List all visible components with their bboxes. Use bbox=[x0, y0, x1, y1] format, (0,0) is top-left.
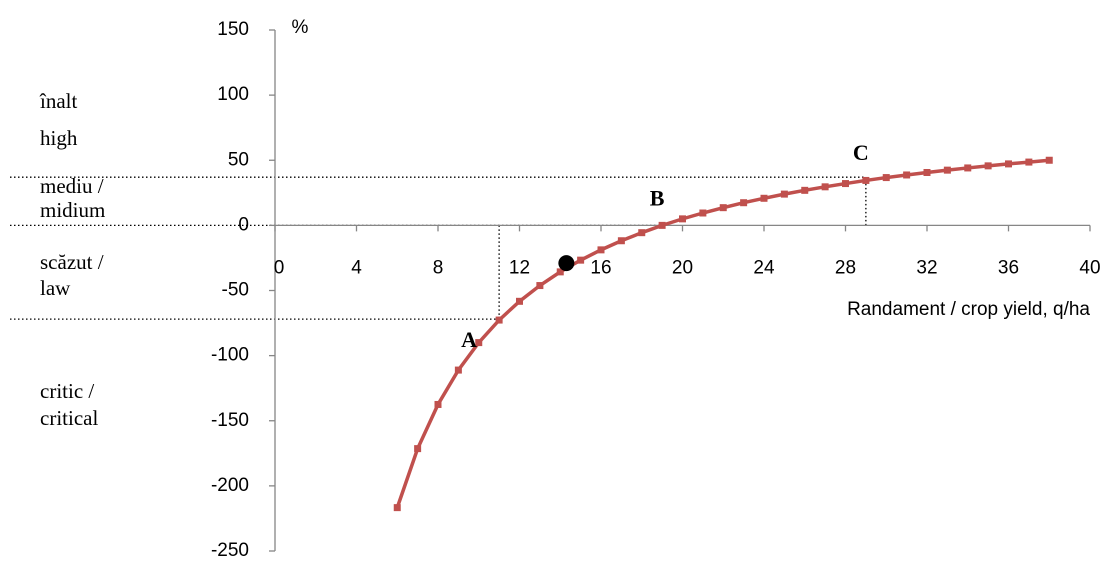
x-tick-label: 12 bbox=[509, 257, 530, 278]
series-marker bbox=[434, 400, 442, 408]
x-tick-label: 40 bbox=[1079, 257, 1100, 278]
y-axis-label: % bbox=[292, 17, 309, 38]
x-tick-label: 36 bbox=[998, 257, 1019, 278]
point-label: B bbox=[650, 185, 665, 210]
y-tick-label: -150 bbox=[211, 410, 249, 431]
series-marker bbox=[638, 229, 646, 237]
series-marker bbox=[842, 180, 849, 188]
zone-label: scăzut / bbox=[40, 250, 104, 274]
x-tick-label: 16 bbox=[590, 257, 611, 278]
x-axis-label: Randament / crop yield, q/ha bbox=[847, 299, 1090, 320]
zone-label: high bbox=[40, 126, 78, 150]
series-marker bbox=[679, 215, 686, 223]
x-tick-label: 32 bbox=[916, 257, 937, 278]
series-marker bbox=[1045, 156, 1053, 164]
point-label: C bbox=[853, 140, 869, 165]
series-marker bbox=[984, 162, 992, 170]
series-marker bbox=[454, 366, 462, 374]
zone-label: critical bbox=[40, 406, 98, 430]
series-marker bbox=[556, 268, 564, 276]
series-marker bbox=[964, 164, 972, 172]
zone-label: law bbox=[40, 276, 71, 300]
series-marker bbox=[903, 171, 911, 179]
zone-label: mediu / bbox=[40, 174, 104, 198]
series-marker bbox=[882, 174, 890, 182]
x-tick-label: 8 bbox=[433, 257, 444, 278]
series-marker bbox=[740, 199, 748, 207]
series-marker bbox=[801, 186, 809, 194]
x-tick-label: 24 bbox=[753, 257, 775, 278]
series-marker bbox=[617, 237, 625, 245]
series-marker bbox=[923, 168, 931, 176]
series-marker bbox=[760, 194, 768, 202]
y-tick-label: -250 bbox=[211, 540, 249, 561]
series-marker bbox=[719, 204, 727, 212]
series-marker bbox=[821, 183, 829, 191]
series-marker bbox=[393, 504, 401, 512]
y-tick-label: 50 bbox=[228, 149, 249, 170]
zone-label: midium bbox=[40, 198, 105, 222]
series-marker bbox=[780, 190, 788, 198]
series-marker bbox=[536, 282, 544, 290]
y-tick-label: 150 bbox=[217, 19, 249, 40]
series-marker bbox=[577, 256, 585, 264]
series-marker bbox=[862, 176, 870, 184]
series-line bbox=[395, 158, 1050, 509]
zone-label: critic / bbox=[40, 379, 94, 403]
series-marker bbox=[658, 221, 666, 229]
y-tick-label: -200 bbox=[211, 475, 249, 496]
y-tick-label: -50 bbox=[222, 280, 249, 301]
series-marker bbox=[597, 246, 605, 254]
highlight-point bbox=[558, 255, 575, 272]
y-tick-label: -100 bbox=[211, 345, 249, 366]
zone-label: înalt bbox=[39, 89, 77, 113]
series-marker bbox=[1025, 158, 1033, 166]
y-tick-label: 0 bbox=[238, 214, 249, 235]
series-marker bbox=[943, 166, 951, 174]
x-tick-label: 4 bbox=[351, 257, 362, 278]
point-label: A bbox=[461, 327, 477, 352]
series-marker bbox=[516, 297, 523, 305]
series-marker bbox=[475, 339, 483, 347]
x-tick-label: 28 bbox=[835, 257, 856, 278]
series-marker bbox=[495, 316, 503, 324]
x-tick-label: 0 bbox=[274, 257, 285, 278]
series-marker bbox=[414, 445, 422, 453]
y-tick-label: 100 bbox=[217, 84, 249, 105]
x-tick-label: 20 bbox=[672, 257, 693, 278]
series-marker bbox=[699, 209, 707, 217]
series-marker bbox=[1005, 160, 1012, 168]
